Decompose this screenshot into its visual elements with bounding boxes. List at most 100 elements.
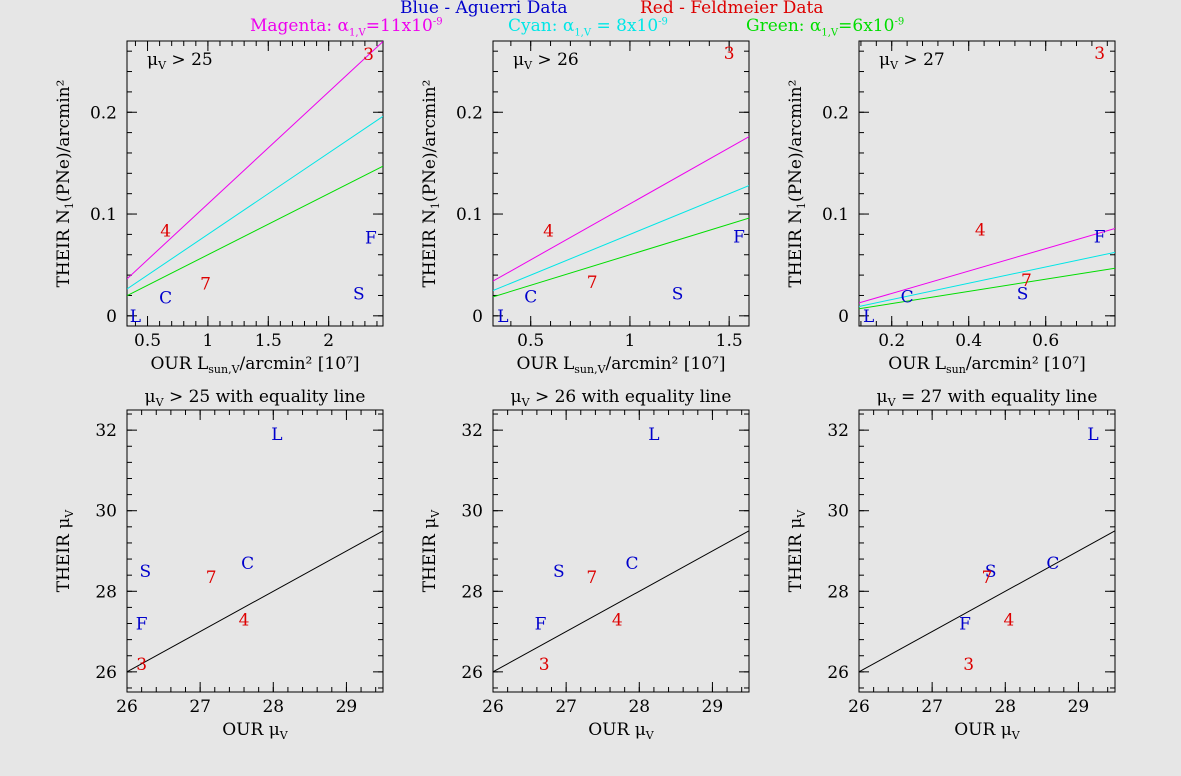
x-tick-label: 0.5 — [517, 331, 544, 351]
relation-line-green — [493, 217, 749, 298]
panel-annotation: μV > 25 — [147, 50, 213, 72]
point-4: 4 — [239, 610, 250, 630]
point-S: S — [139, 562, 151, 582]
x-axis-label: OUR μV — [222, 720, 289, 742]
point-L: L — [1087, 425, 1098, 445]
point-4: 4 — [160, 221, 171, 241]
y-tick-label: 30 — [827, 502, 849, 522]
plot-frame — [858, 40, 1116, 327]
y-tick-label: 0 — [106, 307, 117, 327]
y-tick-label: 26 — [827, 663, 849, 683]
x-axis-label: OUR Lsun,V/arcmin² [10⁷] — [517, 354, 726, 376]
equality-line — [127, 530, 383, 673]
x-tick-label: 1 — [625, 331, 636, 351]
x-tick-label: 28 — [262, 697, 284, 717]
panel-bottom-right: 26 27 28 29 26 28 30 32 L S C F 7 4 3 μV = 27 with equa… — [786, 387, 1116, 742]
panel-bottom-middle: 26 27 28 29 26 28 30 32 L S C F 7 4 3 μV > 26 with equa… — [420, 387, 750, 742]
x-tick-label: 0.6 — [1032, 331, 1059, 351]
y-tick-label: 30 — [461, 502, 483, 522]
x-tick-label: 28 — [628, 697, 650, 717]
legend-green-text: Green: α1,V=6x10-9 — [746, 16, 905, 39]
y-tick-label: 0 — [838, 307, 849, 327]
point-S: S — [553, 562, 565, 582]
x-tick-label: 29 — [702, 697, 724, 717]
panel-annotation: μV > 26 — [513, 50, 579, 72]
y-tick-label: 0.2 — [90, 103, 117, 123]
y-tick-label: 0.2 — [456, 103, 483, 123]
y-axis-label: THEIR N1(PNe)/arcmin² — [786, 80, 808, 288]
point-L: L — [130, 307, 141, 327]
y-tick-label: 32 — [461, 421, 483, 441]
relation-line-magenta — [127, 41, 383, 280]
point-L: L — [497, 307, 508, 327]
point-S: S — [353, 284, 365, 304]
point-C: C — [901, 287, 914, 307]
point-4: 4 — [612, 610, 623, 630]
y-tick-label: 26 — [461, 663, 483, 683]
plot-frame — [492, 409, 750, 693]
equality-line — [493, 530, 749, 673]
x-tick-label: 0.4 — [955, 331, 982, 351]
relation-line-cyan — [493, 185, 749, 292]
point-L: L — [648, 425, 659, 445]
point-3: 3 — [724, 44, 735, 64]
point-F: F — [535, 615, 547, 635]
point-4: 4 — [975, 220, 986, 240]
point-7: 7 — [982, 568, 993, 588]
y-axis-label: THEIR N1(PNe)/arcmin² — [420, 80, 442, 288]
point-L: L — [271, 425, 282, 445]
relation-line-magenta — [859, 228, 1115, 304]
legend-blue-text: Blue - Aguerri Data — [400, 0, 568, 18]
plot-frame — [492, 40, 750, 327]
point-C: C — [1046, 554, 1059, 574]
relation-line-cyan — [859, 251, 1115, 307]
panel-title: μV > 25 with equality line — [145, 387, 366, 409]
relation-line-green — [859, 267, 1115, 310]
y-tick-label: 32 — [95, 421, 117, 441]
x-tick-label: 1 — [202, 331, 213, 351]
x-axis-label: OUR Lsun/arcmin² [10⁷] — [888, 354, 1086, 376]
panel-top-left: 0.5 1 1.5 2 0 0.1 0.2 LC S F 4 7 3 μV > 25 OUR Lsun,V/… — [54, 40, 384, 376]
plot-frame — [126, 40, 384, 327]
legend-magenta-text: Magenta: α1,V=11x10-9 — [250, 16, 443, 39]
point-3: 3 — [963, 655, 974, 675]
point-3: 3 — [539, 655, 550, 675]
point-7: 7 — [200, 274, 211, 294]
panel-bottom-left: 26 27 28 29 26 28 30 32 L S C F 7 4 3 μV > 25 with equa… — [54, 387, 384, 742]
plot-frame — [126, 409, 384, 693]
x-tick-label: 1.5 — [255, 331, 282, 351]
x-tick-label: 27 — [921, 697, 943, 717]
x-tick-label: 26 — [482, 697, 504, 717]
x-axis-label: OUR μV — [588, 720, 655, 742]
y-tick-label: 0.1 — [822, 205, 849, 225]
y-tick-label: 28 — [95, 582, 117, 602]
point-C: C — [159, 289, 172, 309]
x-tick-label: 0.5 — [134, 331, 161, 351]
point-4: 4 — [1004, 610, 1015, 630]
y-axis-label: THEIR N1(PNe)/arcmin² — [54, 80, 76, 288]
point-L: L — [863, 307, 874, 327]
x-tick-label: 26 — [116, 697, 138, 717]
y-tick-label: 28 — [461, 582, 483, 602]
point-S: S — [1017, 284, 1029, 304]
x-tick-label: 29 — [336, 697, 358, 717]
point-7: 7 — [1021, 271, 1032, 291]
x-tick-label: 0.2 — [878, 331, 905, 351]
point-4: 4 — [543, 221, 554, 241]
relation-line-green — [127, 165, 383, 297]
x-axis-label: OUR Lsun,V/arcmin² [10⁷] — [151, 354, 360, 376]
point-S: S — [672, 284, 684, 304]
x-tick-label: 26 — [848, 697, 870, 717]
point-F: F — [959, 615, 971, 635]
panel-annotation: μV > 27 — [879, 50, 945, 72]
figure-header: Blue - Aguerri Data Red - Feldmeier Data… — [0, 0, 1181, 40]
point-C: C — [524, 287, 537, 307]
panel-title: μV > 26 with equality line — [511, 387, 732, 409]
y-tick-label: 0.1 — [90, 205, 117, 225]
y-axis-label: THEIR μV — [54, 509, 76, 593]
y-tick-label: 0.2 — [822, 103, 849, 123]
point-C: C — [625, 554, 638, 574]
point-3: 3 — [363, 45, 374, 65]
